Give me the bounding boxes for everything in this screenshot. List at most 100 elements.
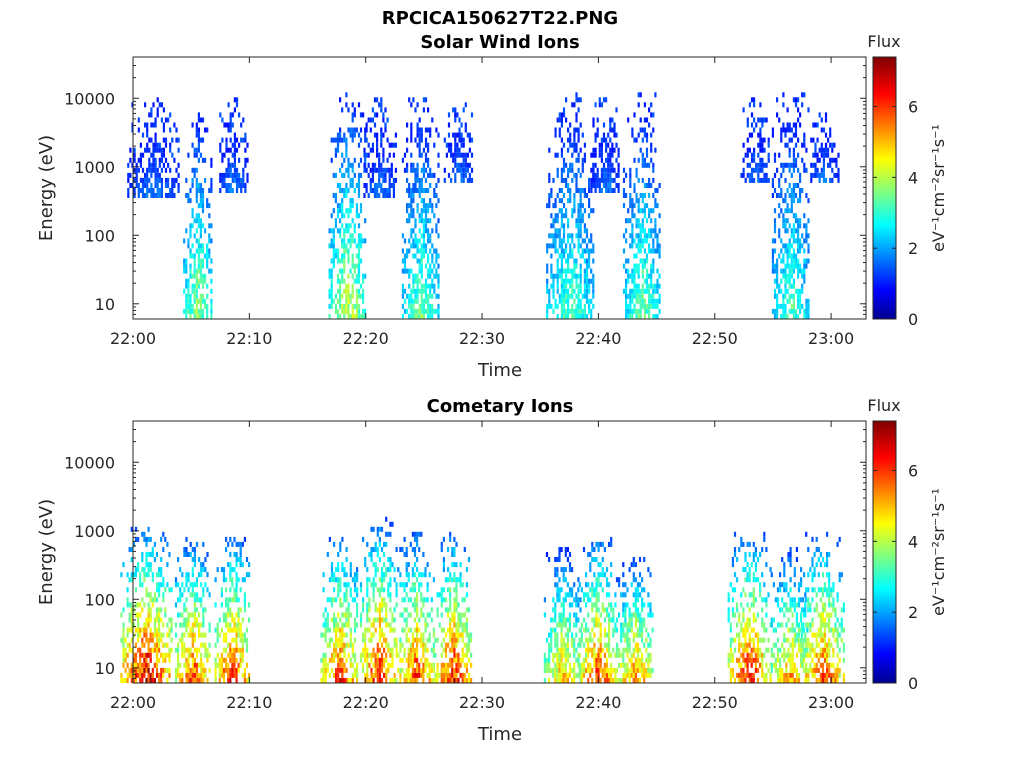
heatmap-cell [801,303,804,309]
heatmap-cell [233,132,236,138]
heatmap-cell [437,162,440,168]
heatmap-cell [206,293,209,299]
heatmap-cell [389,577,392,583]
heatmap-cell [645,117,649,123]
heatmap-cell [788,293,791,299]
heatmap-cell [139,652,142,658]
heatmap-cell [763,137,766,143]
heatmap-cell [391,562,394,568]
heatmap-cell [558,228,561,234]
heatmap-cell [597,617,600,623]
heatmap-cell [427,162,430,168]
heatmap-cell [347,107,350,113]
heatmap-cell [225,142,228,148]
heatmap-cell [130,672,133,678]
heatmap-cell [357,223,361,229]
heatmap-cell [455,662,458,668]
heatmap-cell [556,233,559,239]
heatmap-cell [765,117,768,123]
heatmap-cell [332,263,335,269]
heatmap-cell [166,642,169,648]
heatmap-cell [395,582,398,588]
heatmap-cell [457,667,460,673]
heatmap-cell [615,652,619,658]
heatmap-cell [201,314,205,319]
heatmap-cell [424,572,427,578]
heatmap-cell [626,622,629,628]
heatmap-cell [797,117,800,123]
heatmap-cell [650,142,653,148]
heatmap-cell [242,167,245,173]
heatmap-cell [639,314,642,319]
heatmap-cell [336,208,340,214]
heatmap-cell [341,647,344,653]
heatmap-cell [152,162,155,168]
heatmap-cell [643,288,646,294]
heatmap-cell [343,572,346,578]
heatmap-cell [347,582,350,588]
heatmap-cell [792,147,795,153]
heatmap-cell [589,672,592,678]
heatmap-cell [243,592,246,598]
heatmap-cell [164,177,168,183]
heatmap-cell [126,602,129,608]
heatmap-cell [468,172,471,178]
heatmap-cell [386,157,389,163]
heatmap-cell [339,183,342,188]
heatmap-cell [641,268,644,274]
heatmap-cell [388,142,391,148]
heatmap-cell [581,132,584,138]
heatmap-cell [372,632,375,638]
heatmap-cell [372,592,375,598]
heatmap-cell [786,142,789,148]
heatmap-cell [603,672,606,678]
heatmap-cell [639,298,642,304]
heatmap-cell [562,612,565,618]
heatmap-cell [388,188,391,193]
heatmap-cell [639,293,642,299]
heatmap-cell [160,557,163,562]
heatmap-cell [412,253,415,259]
heatmap-cell [652,283,655,289]
heatmap-cell [235,97,239,103]
heatmap-cell [153,557,156,562]
heatmap-cell [353,672,357,678]
heatmap-cell [797,258,800,264]
heatmap-cell [139,162,142,168]
heatmap-cell [343,303,346,309]
heatmap-cell [579,273,582,279]
heatmap-cell [231,162,234,168]
heatmap-cell [435,248,438,254]
heatmap-cell [562,157,566,163]
heatmap-cell [612,647,615,653]
heatmap-cell [162,652,165,658]
x-tick-label: 22:10 [226,329,272,348]
heatmap-cell [364,672,367,678]
heatmap-cell [335,597,338,603]
heatmap-cell [218,672,221,678]
heatmap-cell [160,117,163,123]
heatmap-cell [628,667,631,673]
heatmap-cell [455,627,458,633]
heatmap-cell [177,657,180,663]
heatmap-cell [562,642,565,648]
heatmap-cell [216,637,219,643]
heatmap-cell [637,203,640,209]
heatmap-cell [160,617,163,623]
heatmap-cell [794,253,798,259]
heatmap-cell [607,177,610,183]
heatmap-cell [556,167,559,173]
heatmap-cell [198,662,201,668]
heatmap-cell [134,678,138,683]
heatmap-cell [191,587,194,593]
heatmap-cell [591,647,594,653]
heatmap-cell [359,137,363,143]
heatmap-cell [204,127,207,133]
heatmap-cell [343,678,346,683]
heatmap-cell [181,592,184,598]
heatmap-cell [414,183,417,188]
heatmap-cell [393,637,396,643]
heatmap-cell [601,607,604,613]
heatmap-cell [153,541,156,547]
heatmap-cell [422,642,425,648]
